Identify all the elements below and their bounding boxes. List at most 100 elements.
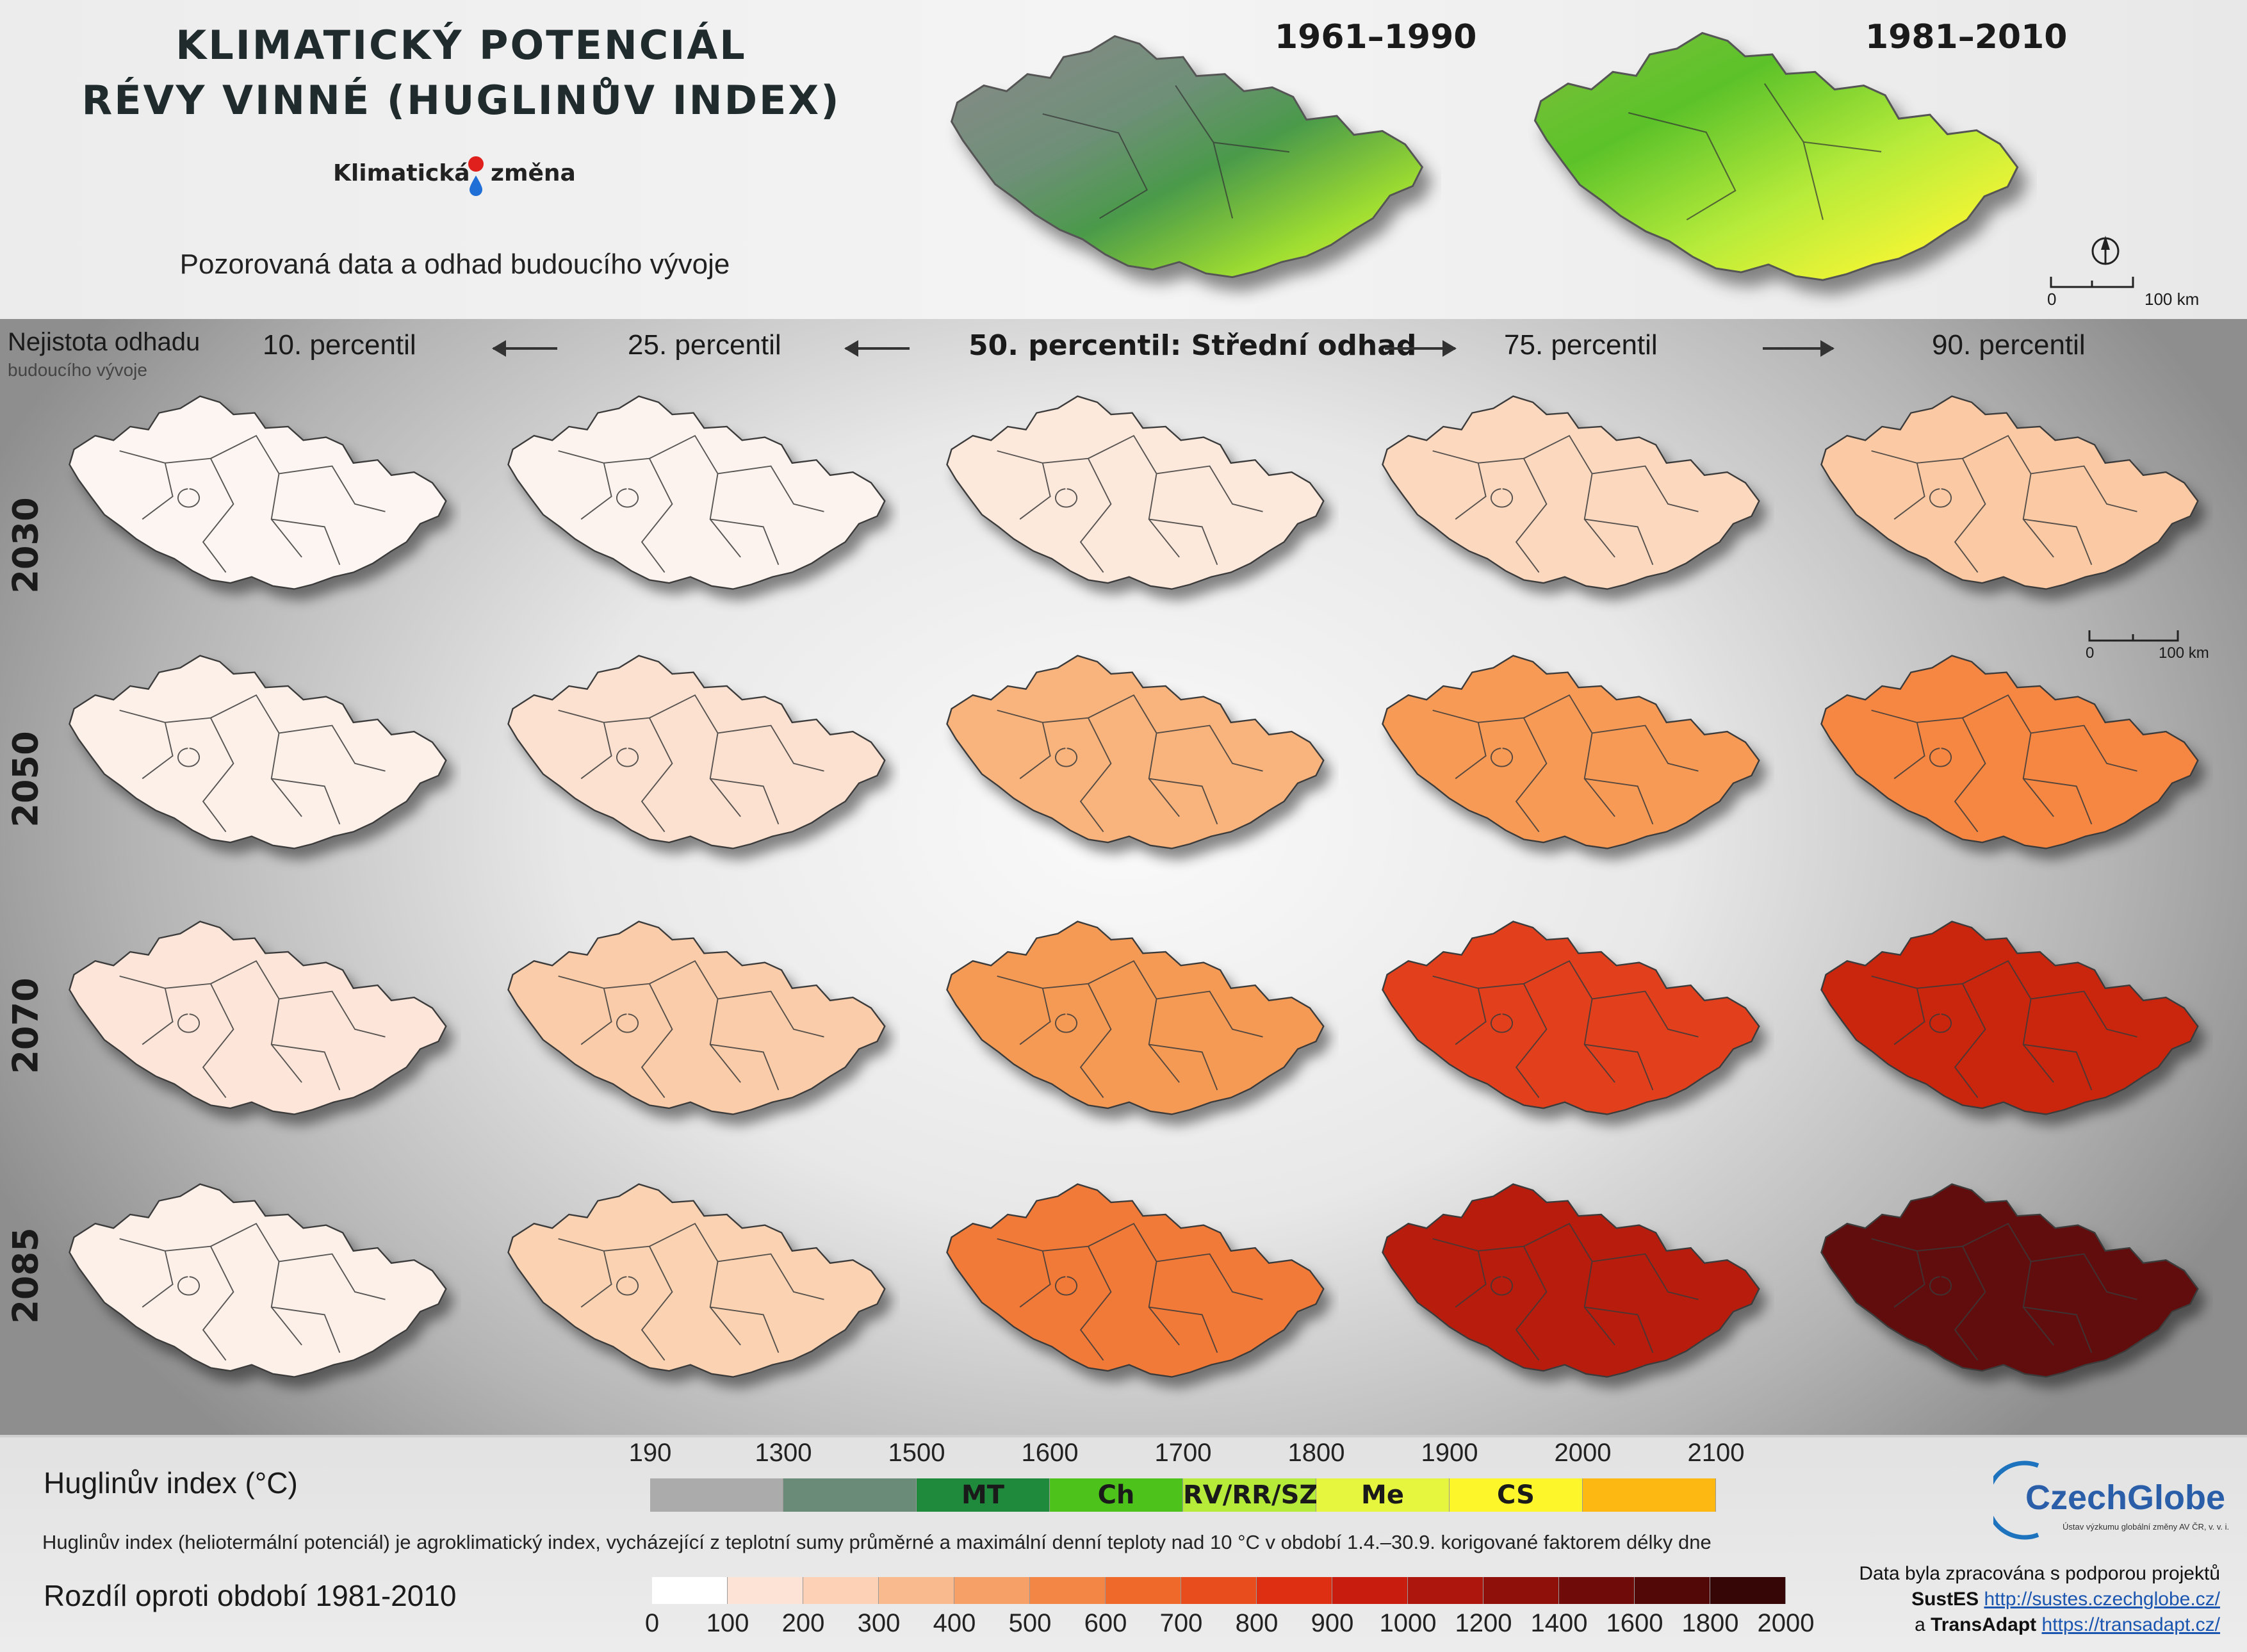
map-2085-p50	[946, 1183, 1325, 1378]
difference-legend-segment	[803, 1577, 879, 1604]
map-2030-p50	[946, 395, 1325, 590]
difference-legend-segment	[1332, 1577, 1408, 1604]
difference-legend-segment	[1257, 1577, 1332, 1604]
difference-legend-segment	[1106, 1577, 1181, 1604]
difference-legend-segment	[1408, 1577, 1483, 1604]
row-label-2070: 2070	[5, 977, 46, 1074]
svg-text:CzechGlobe: CzechGlobe	[2025, 1478, 2225, 1517]
map-2070-p25	[507, 920, 886, 1115]
row-label-2050: 2050	[5, 731, 46, 828]
difference-legend-segment	[1710, 1577, 1786, 1604]
huglin-legend-segment	[650, 1478, 783, 1512]
difference-legend-title: Rozdíl oproti období 1981-2010	[44, 1579, 457, 1612]
huglin-tick-label: 1900	[1421, 1439, 1478, 1467]
map-2085-p75	[1382, 1183, 1760, 1378]
column-header-p25: 25. percentil	[628, 329, 781, 361]
huglin-legend-title: Huglinův index (°C)	[44, 1466, 298, 1500]
huglin-tick-label: 2000	[1554, 1439, 1612, 1467]
project-transadapt-link[interactable]: https://transadapt.cz/	[2041, 1614, 2220, 1635]
climate-drop-icon	[468, 156, 484, 196]
difference-tick-label: 100	[706, 1609, 749, 1637]
huglin-legend-segment	[783, 1478, 917, 1512]
huglin-description: Huglinův index (heliotermální potenciál)…	[42, 1531, 1712, 1553]
map-observed-1961-1990	[951, 35, 1423, 279]
project-transadapt-name: TransAdapt	[1931, 1614, 2037, 1635]
scale-km-grid: 100 km	[2159, 644, 2209, 662]
column-header-p75: 75. percentil	[1504, 329, 1658, 361]
column-header-p10: 10. percentil	[263, 329, 416, 361]
difference-tick-label: 1200	[1455, 1609, 1512, 1637]
map-2050-p50	[946, 655, 1325, 849]
difference-tick-label: 200	[781, 1609, 825, 1637]
period-label-1961-1990: 1961–1990	[1275, 18, 1477, 56]
huglin-segment-label: MT	[961, 1480, 1005, 1510]
difference-tick-label: 1400	[1530, 1609, 1588, 1637]
huglin-legend-segment: Me	[1316, 1478, 1450, 1512]
difference-legend-segment	[1635, 1577, 1710, 1604]
arrow-left-icon	[492, 340, 557, 357]
map-2085-p25	[507, 1183, 886, 1378]
difference-legend-segment	[954, 1577, 1030, 1604]
column-header-p90: 90. percentil	[1932, 329, 2086, 361]
arrow-right-icon	[1385, 340, 1457, 357]
project-sustes-link[interactable]: http://sustes.czechglobe.cz/	[1984, 1589, 2220, 1610]
difference-tick-label: 0	[644, 1609, 660, 1637]
map-2085-p90	[1820, 1183, 2199, 1378]
map-2050-p25	[507, 655, 886, 849]
difference-tick-label: 1000	[1379, 1609, 1437, 1637]
scale-zero-grid: 0	[2086, 644, 2095, 662]
huglin-legend-segment: Ch	[1050, 1478, 1183, 1512]
project-sustes-name: SustES	[1911, 1589, 1979, 1610]
huglin-segment-label: CS	[1497, 1480, 1535, 1510]
difference-legend-segment	[879, 1577, 954, 1604]
map-2030-p10	[69, 395, 447, 590]
huglin-legend-segment: MT	[917, 1478, 1050, 1512]
map-2085-p10	[69, 1183, 447, 1378]
huglin-tick-label: 1600	[1021, 1439, 1079, 1467]
difference-legend-segment	[652, 1577, 728, 1604]
map-2070-p10	[69, 920, 447, 1115]
credits-line: Data byla zpracována s podporou projektů	[1859, 1563, 2220, 1584]
map-2050-p10	[69, 655, 447, 849]
huglin-tick-label: 1800	[1287, 1439, 1345, 1467]
svg-text:Ústav výzkumu globální změny A: Ústav výzkumu globální změny AV ČR, v. v…	[2063, 1522, 2229, 1532]
scale-zero-observed: 0	[2047, 290, 2057, 309]
north-arrow-icon	[2091, 236, 2120, 265]
czechglobe-logo: CzechGlobe Ústav výzkumu globální změny …	[1993, 1460, 2229, 1540]
row-label-2085: 2085	[5, 1227, 46, 1324]
difference-legend-segment	[728, 1577, 803, 1604]
difference-legend-segment	[1030, 1577, 1106, 1604]
period-label-1981-2010: 1981–2010	[1865, 18, 2068, 56]
brand-left: Klimatická	[333, 160, 470, 186]
difference-tick-label: 500	[1008, 1609, 1052, 1637]
scale-bar-observed	[2050, 277, 2134, 288]
map-2030-p75	[1382, 395, 1760, 590]
scale-km-observed: 100 km	[2145, 290, 2200, 309]
huglin-legend-segment: RV/RR/SZ	[1183, 1478, 1318, 1512]
difference-tick-label: 1800	[1681, 1609, 1739, 1637]
project-transadapt-prefix: a	[1915, 1614, 1925, 1635]
map-2070-p50	[946, 920, 1325, 1115]
difference-tick-label: 400	[933, 1609, 976, 1637]
map-2030-p90	[1820, 395, 2199, 590]
map-2070-p90	[1820, 920, 2199, 1115]
uncertainty-label: Nejistota odhadu	[8, 328, 200, 356]
difference-tick-label: 800	[1235, 1609, 1279, 1637]
difference-tick-label: 2000	[1757, 1609, 1815, 1637]
huglin-tick-label: 1500	[888, 1439, 945, 1467]
huglin-tick-label: 190	[628, 1439, 672, 1467]
map-2050-p75	[1382, 655, 1760, 849]
arrow-right-icon	[1763, 340, 1834, 357]
map-2050-p90	[1820, 655, 2199, 849]
huglin-legend-segment: CS	[1450, 1478, 1583, 1512]
subtitle: Pozorovaná data a odhad budoucího vývoje	[179, 249, 730, 280]
map-2030-p25	[507, 395, 886, 590]
brand-right: změna	[491, 160, 576, 186]
legend-footer	[0, 1435, 2247, 1652]
scale-bar-grid	[2088, 630, 2179, 642]
difference-tick-label: 900	[1311, 1609, 1354, 1637]
uncertainty-sublabel: budoucího vývoje	[8, 360, 147, 380]
difference-tick-label: 700	[1159, 1609, 1203, 1637]
difference-tick-label: 1600	[1606, 1609, 1663, 1637]
difference-legend-segment	[1559, 1577, 1635, 1604]
